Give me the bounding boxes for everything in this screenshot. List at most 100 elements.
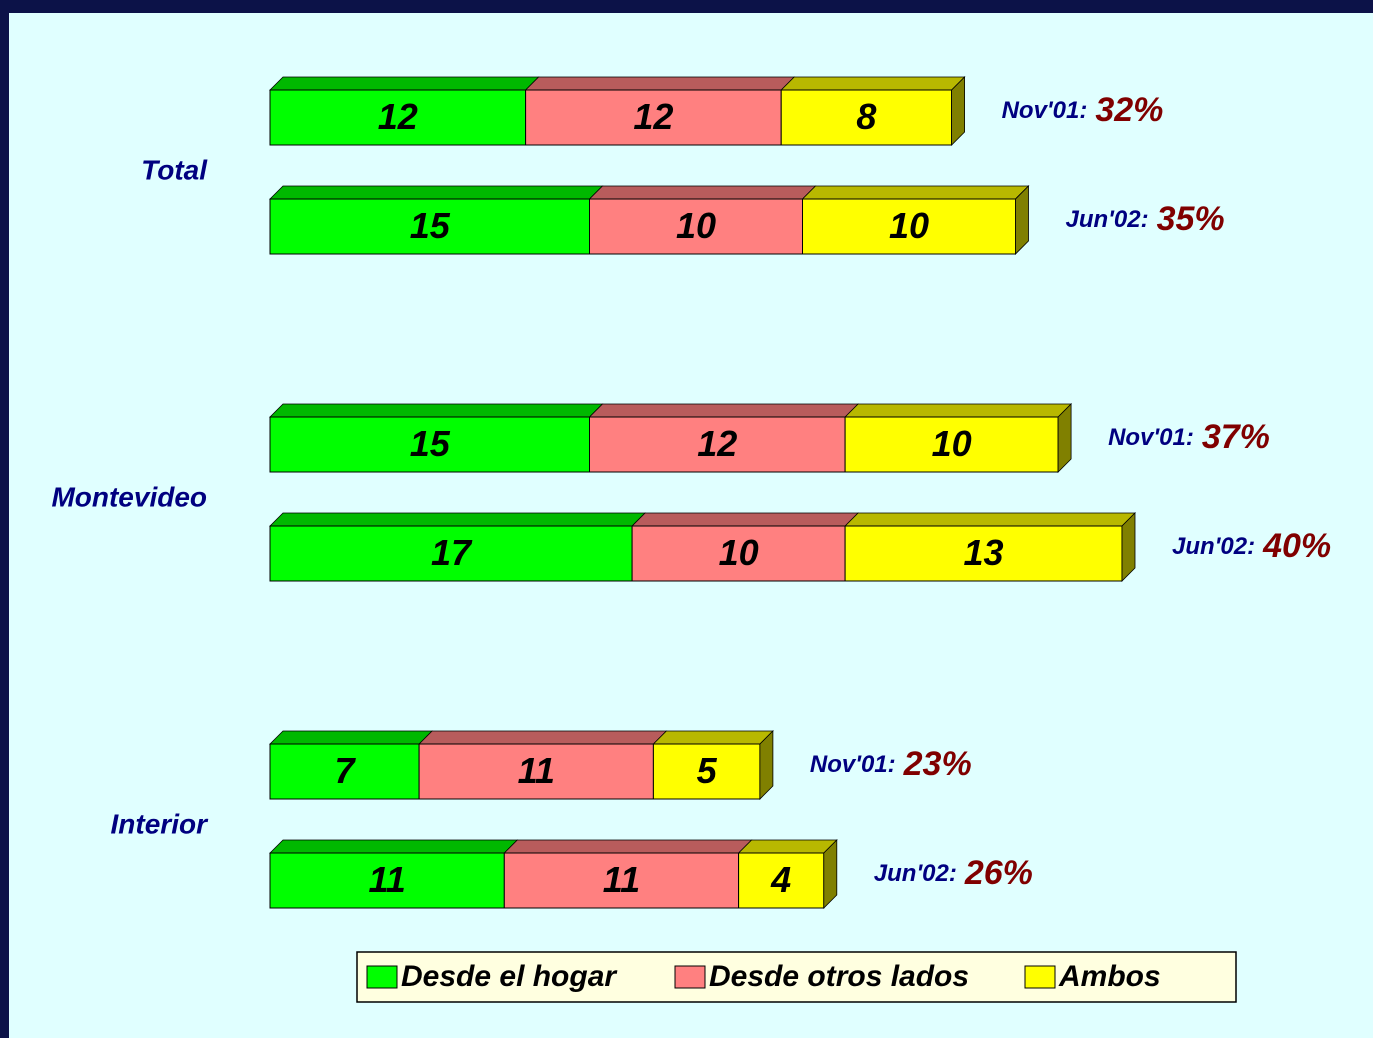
bar-top (269, 839, 519, 854)
group-label: Interior (111, 808, 210, 839)
bar-top (844, 403, 1073, 418)
bar-segment (631, 512, 860, 582)
bar-segment (269, 512, 647, 582)
data-label: 12 (633, 96, 673, 137)
data-label: 11 (518, 750, 555, 791)
period-total: 23% (903, 745, 972, 783)
bar-top (269, 730, 434, 745)
data-label: 12 (378, 96, 418, 137)
period-total: 32% (1095, 91, 1163, 129)
bar-side (1121, 512, 1136, 582)
legend-label: Ambos (1058, 960, 1161, 993)
bar-top (737, 839, 838, 854)
bar-front (802, 198, 1016, 255)
data-label: 17 (431, 532, 473, 573)
bar-top (418, 730, 668, 745)
group-label: Montevideo (51, 481, 207, 512)
period-name: Jun'02: (1066, 206, 1149, 233)
bar-top (588, 403, 860, 418)
bar-front (844, 525, 1123, 582)
bar-top (503, 839, 753, 854)
data-label: 10 (889, 205, 929, 246)
bar-top (524, 76, 796, 91)
data-label: 12 (697, 423, 737, 464)
period-total: 37% (1202, 418, 1270, 456)
bar-segment (844, 403, 1073, 473)
legend-swatch (366, 965, 398, 989)
bar-segment (844, 512, 1136, 582)
bar-segment (652, 730, 774, 800)
bar-side (823, 839, 838, 909)
period-total: 26% (964, 854, 1033, 892)
bar-front (631, 525, 846, 582)
bar-side (1057, 403, 1072, 473)
legend-box (356, 951, 1237, 1003)
bar-front (738, 852, 825, 909)
bar-top (269, 185, 604, 200)
bar-front (525, 89, 782, 146)
period-name: Nov'01: (1002, 97, 1088, 124)
period-label: Jun'02: 35% (1066, 200, 1225, 238)
bar-segment (524, 76, 796, 146)
bar-segment (801, 185, 1030, 255)
period-name: Nov'01: (1108, 424, 1194, 451)
legend-swatch (1024, 965, 1056, 989)
data-label: 11 (368, 859, 405, 900)
data-label: 15 (410, 205, 451, 246)
group-label: Total (141, 154, 208, 185)
bar-front (269, 525, 633, 582)
bar-top (269, 403, 604, 418)
period-label: Jun'02: 40% (1172, 527, 1331, 565)
bar-front (652, 743, 761, 800)
bar-segment (269, 76, 540, 146)
period-total: 35% (1157, 200, 1225, 238)
bar-side (1015, 185, 1029, 255)
data-label: 4 (770, 859, 791, 900)
bar-top (801, 185, 1030, 200)
bar-front (589, 416, 846, 473)
legend-label: Desde el hogar (401, 960, 618, 993)
bar-top (269, 76, 540, 91)
bar-front (269, 743, 420, 800)
bar-side (951, 76, 965, 146)
bar-segment (588, 403, 860, 473)
bar-top (631, 512, 860, 527)
legend-swatch (674, 965, 706, 989)
bar-segment (503, 839, 753, 909)
bar-segment (269, 730, 434, 800)
data-label: 7 (335, 750, 357, 791)
period-label: Nov'01: 23% (810, 745, 972, 783)
bar-front (503, 852, 740, 909)
bar-front (418, 743, 654, 800)
period-label: Jun'02: 26% (874, 854, 1033, 892)
period-label: Nov'01: 37% (1108, 418, 1270, 456)
period-name: Jun'02: (1172, 533, 1255, 560)
data-label: 8 (856, 96, 876, 137)
bar-segment (269, 403, 604, 473)
bar-front (269, 89, 527, 146)
period-total: 40% (1262, 527, 1331, 565)
bar-segment (269, 185, 604, 255)
period-name: Nov'01: (810, 751, 896, 778)
data-label: 5 (697, 750, 718, 791)
bar-segment (418, 730, 668, 800)
bar-front (589, 198, 803, 255)
bar-front (780, 89, 953, 146)
legend-label: Desde otros lados (709, 960, 969, 993)
data-label: 10 (719, 532, 759, 573)
period-label: Nov'01: 32% (1002, 91, 1164, 129)
bar-top (269, 512, 647, 527)
data-label: 10 (676, 205, 716, 246)
period-name: Jun'02: (874, 860, 957, 887)
data-label: 11 (603, 859, 640, 900)
bar-segment (737, 839, 838, 909)
bar-top (652, 730, 774, 745)
data-label: 10 (932, 423, 972, 464)
bar-front (269, 852, 505, 909)
bar-top (588, 185, 817, 200)
bar-front (844, 416, 1059, 473)
bar-front (269, 198, 590, 255)
bar-segment (780, 76, 966, 146)
data-label: 13 (964, 532, 1004, 573)
